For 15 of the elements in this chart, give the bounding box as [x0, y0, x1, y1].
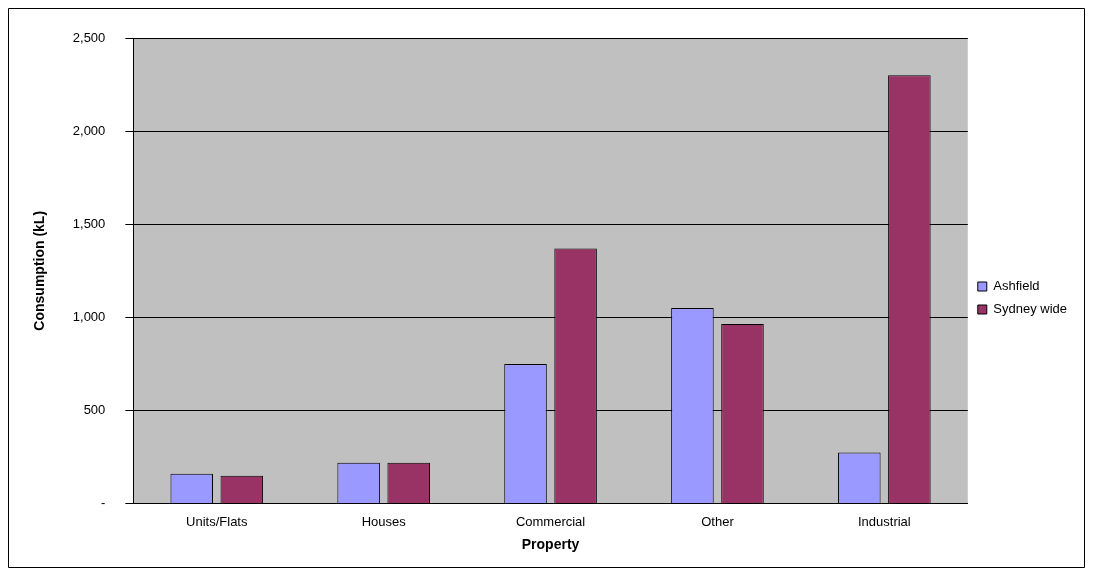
y-tick-label: 2,000: [72, 122, 106, 138]
x-tick-label: Units/Flats: [186, 513, 248, 529]
y-tick-label: 500: [83, 402, 106, 418]
x-tick-label: Commercial: [515, 513, 586, 529]
y-tick-label: 1,500: [72, 215, 106, 231]
x-tick-label: Industrial: [857, 513, 911, 529]
y-axis-title: Consumption (kL): [31, 210, 48, 331]
y-tick-label: 2,500: [72, 29, 106, 45]
legend-label: Sydney wide: [993, 301, 1068, 317]
x-axis-title: Property: [521, 536, 580, 553]
legend-label: Ashfield: [993, 278, 1040, 294]
y-tick-label: -: [100, 495, 106, 511]
x-tick-label: Other: [701, 513, 735, 529]
y-tick-label: 1,000: [72, 308, 106, 324]
x-tick-label: Houses: [361, 513, 407, 529]
